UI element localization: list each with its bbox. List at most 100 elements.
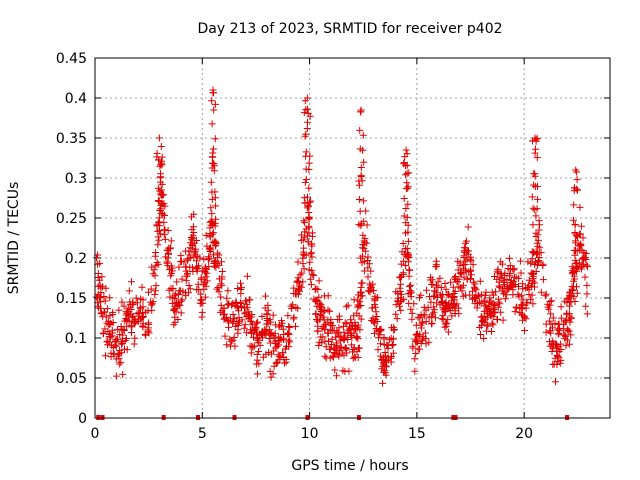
data-point [500,277,508,285]
data-point [357,106,365,114]
data-point [471,284,479,292]
data-point [425,314,433,322]
data-point [570,201,578,209]
data-point [234,326,242,334]
data-point [534,195,542,203]
data-point [362,247,370,255]
data-point [404,237,412,245]
data-point [201,268,209,275]
data-point [537,249,545,257]
data-point [516,304,524,312]
data-point [171,292,179,300]
data-point [403,213,411,221]
data-point [453,300,461,308]
data-point [109,311,117,319]
data-point [405,299,413,307]
data-point [573,232,581,239]
data-point [269,311,277,319]
data-point [360,158,368,166]
data-point [567,331,575,339]
data-point [464,223,472,231]
data-point [377,326,385,334]
data-point [393,315,401,323]
y-tick-label: 0.45 [56,51,87,67]
data-point [402,171,410,179]
data-point [392,310,400,318]
data-point [201,277,209,285]
data-point [380,335,388,343]
data-point [295,278,303,286]
data-point [492,288,500,296]
data-point [432,260,440,268]
data-point [99,313,107,321]
data-point [535,217,543,225]
data-point [300,217,308,225]
data-point [528,193,536,201]
data-point [448,303,456,311]
data-point [198,313,206,321]
data-point [464,250,472,258]
data-point [364,253,372,261]
data-point [224,287,232,295]
data-point [412,331,420,339]
data-point [223,294,231,302]
data-point [175,291,183,299]
data-point [305,159,313,167]
data-point [138,309,146,317]
data-point [480,335,488,342]
data-point [242,308,250,316]
data-point [151,287,159,295]
y-tick-label: 0.05 [56,371,87,387]
data-point [369,314,377,322]
data-point [275,352,283,360]
data-point [405,169,413,177]
data-point [327,341,335,348]
data-point [132,294,140,302]
data-point [577,263,585,271]
data-point [488,319,496,327]
data-point [223,341,231,349]
data-point [284,329,292,337]
data-point [420,312,428,320]
data-point [208,188,216,196]
data-point [535,254,543,261]
data-point [562,317,570,324]
data-point [367,285,375,293]
data-point [566,291,573,299]
data-point [192,265,200,273]
data-point [466,275,474,283]
data-point [402,262,410,269]
data-point [519,285,527,293]
data-point [333,341,341,349]
data-point [444,328,452,336]
data-point [319,333,327,341]
data-point [476,277,484,285]
data-point [227,315,234,323]
data-point [561,335,569,343]
data-point [434,293,442,301]
data-point [158,191,166,199]
data-point [536,244,544,252]
data-point [533,205,541,213]
y-tick-label: 0.35 [56,131,87,147]
data-point [254,339,262,347]
data-point [210,106,218,114]
data-point [566,288,574,296]
data-point [149,270,157,278]
data-point [307,275,315,283]
data-point [348,341,356,349]
data-point [249,343,257,351]
data-point [333,372,341,380]
data-point [407,305,415,313]
data-point [172,308,180,316]
data-point [160,231,168,239]
y-tick-label: 0.4 [65,91,87,107]
data-point [557,314,565,322]
data-point [544,303,552,311]
data-point [292,322,299,330]
data-point [175,287,183,295]
data-point [552,378,559,386]
data-point [276,321,283,329]
data-point [101,325,109,333]
data-point [148,300,156,308]
